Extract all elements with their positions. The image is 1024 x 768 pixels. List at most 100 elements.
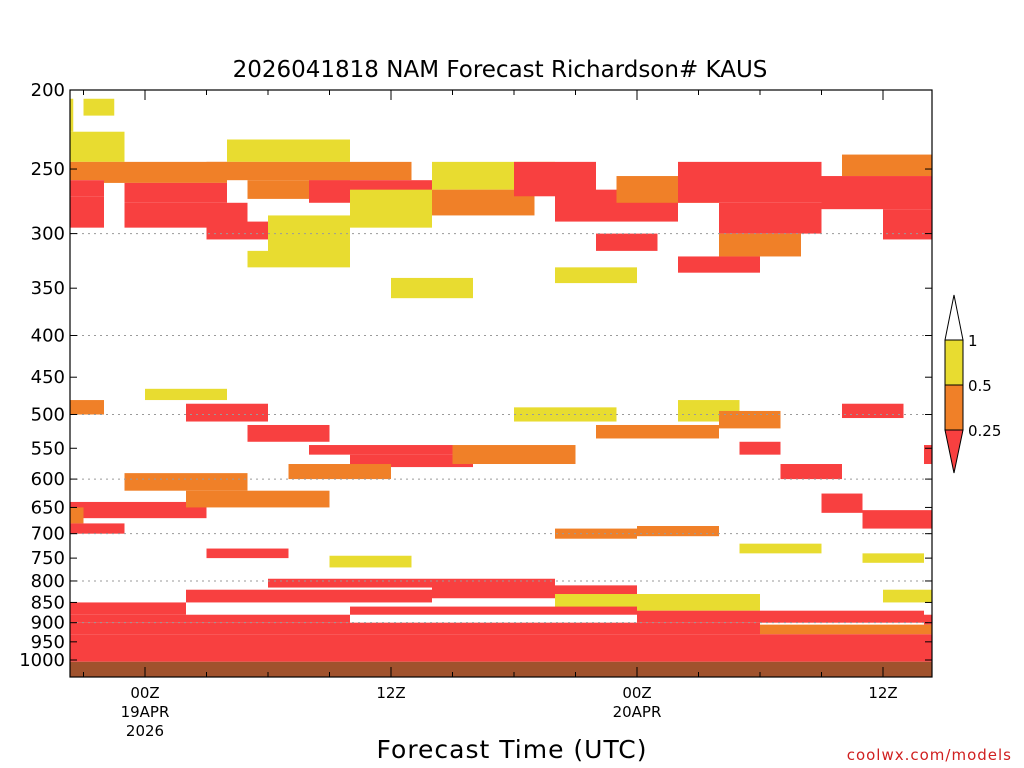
heatmap-cell-yellow	[739, 543, 822, 554]
heatmap-cell-red	[924, 614, 932, 625]
y-tick-label: 950	[31, 632, 65, 653]
y-tick-label: 800	[31, 571, 65, 592]
y-tick-label: 650	[31, 497, 65, 518]
x-tick-label: 00Z	[622, 684, 651, 702]
y-tick-label: 350	[31, 278, 65, 299]
heatmap-cell-red	[309, 445, 453, 455]
heatmap-cell-yellow	[391, 277, 473, 299]
y-axis: 200 250 300 350 400 450 500 550 600 650 700 7508008…	[19, 80, 932, 671]
heatmap-cell-yellow	[70, 131, 125, 162]
heatmap-cell-red	[70, 602, 186, 615]
heatmap-cell-orange	[452, 445, 576, 465]
heatmap-cell-red	[70, 180, 104, 197]
y-tick-label: 250	[31, 159, 65, 180]
x-tick-label: 2026	[126, 722, 164, 740]
x-tick-label: 20APR	[613, 703, 662, 721]
heatmap-cell-red	[70, 501, 207, 519]
heatmap-cell-orange	[637, 526, 719, 537]
y-tick-label: 300	[31, 224, 65, 245]
heatmap-cell-orange	[124, 473, 248, 491]
heatmap-cell-orange	[719, 233, 801, 257]
heatmap-cell-yellow	[350, 189, 432, 228]
y-tick-label: 450	[31, 367, 65, 388]
y-tick-label: 900	[31, 613, 65, 634]
legend-label: 1	[968, 332, 978, 350]
heatmap-cell-red	[924, 445, 932, 465]
heatmap-cell-red	[268, 578, 555, 588]
heatmap-cell-orange	[70, 161, 104, 181]
heatmap-cell-yellow	[514, 407, 617, 422]
colorbar-legend: 1 0.5 0.25	[944, 294, 1001, 474]
heatmap-cell-red	[350, 454, 473, 468]
heatmap-cell-orange	[555, 528, 637, 539]
ground-fill	[70, 661, 932, 677]
heatmap-cell-red	[206, 548, 289, 559]
heatmap-cell-orange	[206, 161, 412, 181]
legend-segment-bottom	[944, 429, 964, 474]
heatmap-cell-red	[821, 493, 863, 513]
heatmap-cell-red	[678, 161, 822, 203]
plot-frame	[69, 89, 933, 678]
surface-band	[70, 634, 932, 662]
y-tick-label: 400	[31, 325, 65, 346]
x-tick-label: 19APR	[121, 703, 170, 721]
x-axis-label: Forecast Time (UTC)	[377, 735, 648, 764]
heatmap-cell-red	[780, 464, 842, 480]
heatmap-cell-yellow	[83, 98, 115, 116]
y-tick-label: 600	[31, 469, 65, 490]
heatmap-cell-orange	[104, 161, 227, 183]
x-tick-label: 00Z	[130, 684, 159, 702]
legend-segment-2	[944, 384, 964, 431]
legend-label: 0.25	[968, 422, 1001, 440]
x-axis: 00Z19APR202612Z00Z20APR12Z00Z21APR12Z00Z…	[83, 90, 898, 740]
heatmap-cell-yellow	[70, 98, 74, 132]
heatmap-cell-yellow	[227, 139, 350, 162]
heatmap-cell-orange	[70, 400, 104, 415]
heatmap-cell-red	[350, 606, 637, 615]
heatmap-cell-red	[70, 523, 125, 534]
heatmap-cell-orange	[288, 464, 391, 480]
heatmap-cell-yellow	[329, 555, 412, 568]
heatmap-cell-red	[247, 424, 330, 442]
chart-title: 2026041818 NAM Forecast Richardson# KAUS	[233, 57, 768, 83]
y-tick-label: 1000	[19, 650, 65, 671]
heatmap-cell-orange	[70, 507, 84, 524]
y-tick-label: 500	[31, 405, 65, 426]
legend-segment-1	[944, 339, 964, 386]
legend-segment-top	[944, 294, 964, 341]
heatmap-cell-red	[70, 622, 760, 635]
heatmap-cells	[70, 98, 932, 635]
heatmap-cell-red	[124, 182, 227, 203]
heatmap-cell-yellow	[862, 553, 924, 563]
heatmap-cell-yellow	[555, 267, 637, 284]
x-tick-label: 12Z	[376, 684, 405, 702]
pressure-gridlines	[70, 233, 932, 624]
heatmap-cell-red	[821, 176, 932, 210]
heatmap-cell-red	[186, 589, 432, 603]
heatmap-cell-yellow	[268, 215, 350, 257]
heatmap-cell-orange	[596, 424, 719, 439]
heatmap-cell-red	[186, 403, 268, 422]
y-tick-label: 850	[31, 592, 65, 613]
heatmap-cell-red	[637, 610, 924, 623]
heatmap-cell-red	[842, 403, 904, 419]
heatmap-cell-yellow	[555, 594, 760, 611]
heatmap-cell-orange	[842, 154, 932, 177]
credit-text: coolwx.com/models	[847, 746, 1012, 764]
heatmap-cell-orange	[719, 410, 781, 429]
heatmap-cell-red	[206, 221, 268, 240]
heatmap-cell-orange	[760, 624, 932, 635]
heatmap-cell-red	[719, 202, 822, 234]
heatmap-cell-orange	[186, 490, 330, 508]
heatmap-cell-red	[596, 233, 658, 251]
y-tick-label: 200	[31, 80, 65, 101]
heatmap-cell-yellow	[883, 589, 932, 603]
heatmap-cell-red	[70, 614, 350, 623]
heatmap-cell-red	[862, 510, 932, 529]
y-tick-label: 550	[31, 438, 65, 459]
heatmap-cell-yellow	[145, 388, 227, 401]
heatmap-cell-red	[883, 209, 932, 240]
legend-label: 0.5	[968, 377, 992, 395]
y-tick-label: 700	[31, 524, 65, 545]
